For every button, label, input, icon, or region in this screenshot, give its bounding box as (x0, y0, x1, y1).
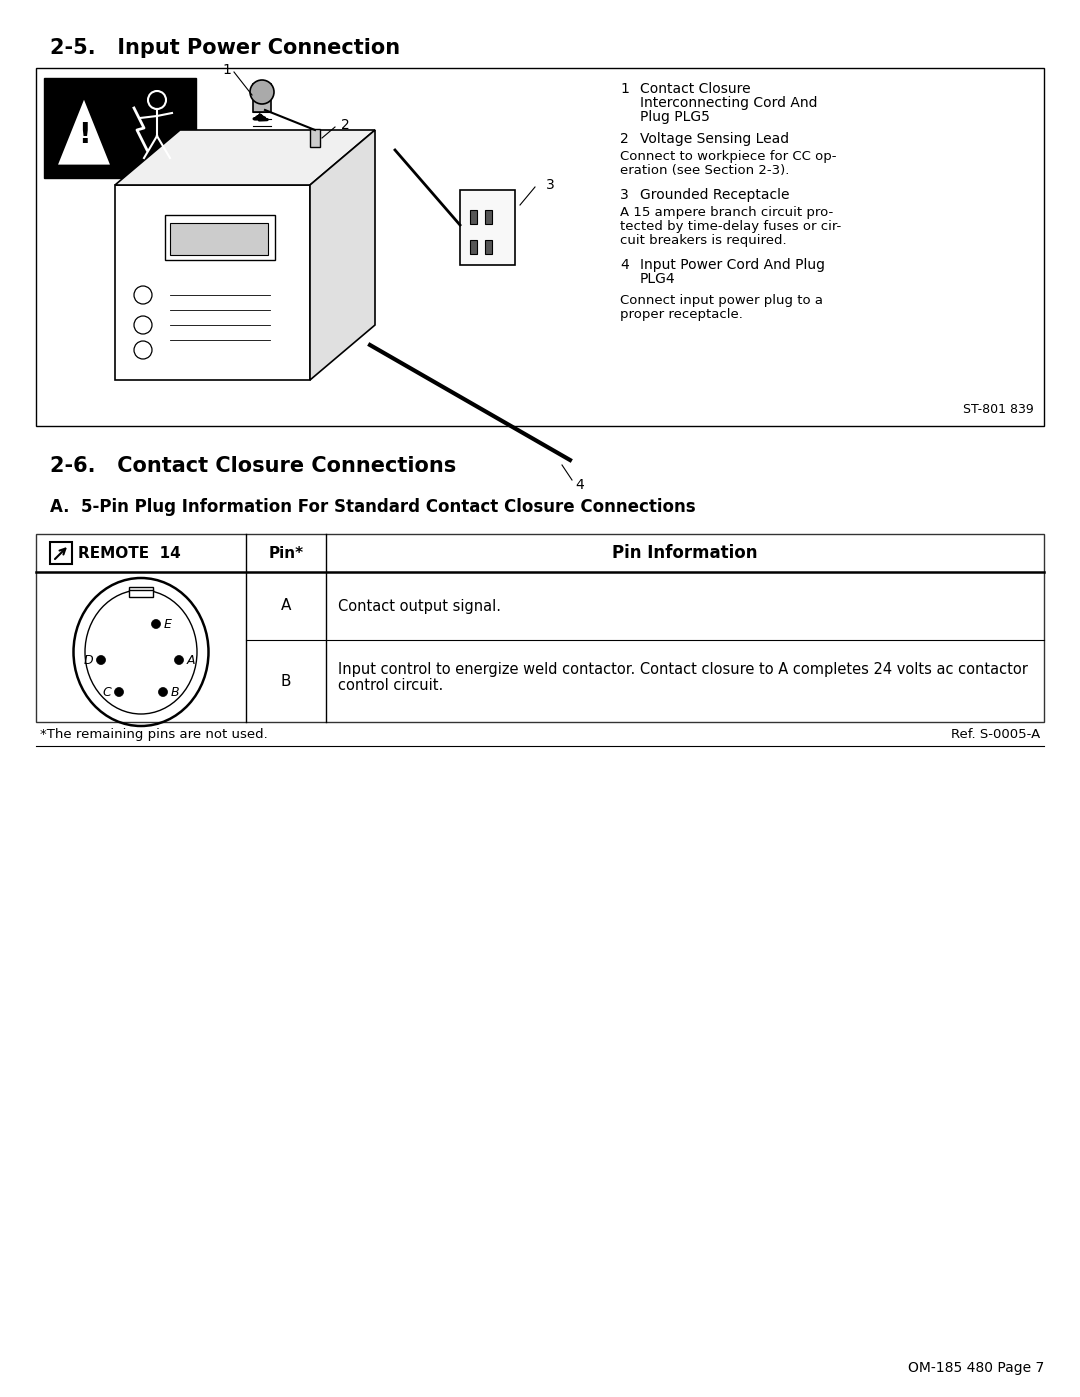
Text: Interconnecting Cord And: Interconnecting Cord And (640, 96, 818, 110)
Text: 3: 3 (620, 189, 629, 203)
Circle shape (175, 655, 184, 665)
Text: B: B (171, 686, 179, 698)
Text: B: B (281, 673, 292, 689)
Text: tected by time-delay fuses or cir-: tected by time-delay fuses or cir- (620, 219, 841, 233)
Bar (485, 240, 492, 254)
Text: A.  5-Pin Plug Information For Standard Contact Closure Connections: A. 5-Pin Plug Information For Standard C… (50, 497, 696, 515)
Text: 2: 2 (620, 131, 629, 147)
Text: 1: 1 (620, 82, 629, 96)
Text: Ref. S-0005-A: Ref. S-0005-A (950, 728, 1040, 740)
Bar (36, 534, 1044, 722)
Circle shape (151, 619, 161, 629)
Text: Contact output signal.: Contact output signal. (338, 598, 501, 613)
Text: proper receptacle.: proper receptacle. (620, 307, 743, 321)
Text: REMOTE  14: REMOTE 14 (78, 545, 180, 560)
Bar (129, 587, 153, 597)
Polygon shape (114, 130, 375, 184)
Circle shape (159, 687, 167, 697)
Circle shape (114, 687, 123, 697)
Text: E: E (164, 617, 172, 630)
Text: Plug PLG5: Plug PLG5 (640, 110, 710, 124)
Text: Connect input power plug to a: Connect input power plug to a (620, 293, 823, 307)
Text: ST-801 839: ST-801 839 (963, 402, 1034, 416)
Text: D: D (83, 654, 93, 666)
Text: Pin*: Pin* (269, 545, 303, 560)
Text: Input control to energize weld contactor. Contact closure to A completes 24 volt: Input control to energize weld contactor… (338, 662, 1028, 678)
Text: !: ! (78, 122, 91, 149)
Text: 4: 4 (620, 258, 629, 272)
Text: 2: 2 (340, 117, 349, 131)
Text: PLG4: PLG4 (640, 272, 676, 286)
Bar (50, 542, 72, 564)
Text: OM-185 480 Page 7: OM-185 480 Page 7 (908, 1361, 1044, 1375)
Text: A: A (187, 654, 195, 666)
Bar (470, 240, 477, 254)
Circle shape (249, 80, 274, 103)
Text: C: C (103, 686, 111, 698)
Circle shape (96, 655, 106, 665)
Bar (485, 210, 492, 224)
Text: Connect to workpiece for CC op-: Connect to workpiece for CC op- (620, 149, 837, 163)
Text: Contact Closure: Contact Closure (640, 82, 751, 96)
Text: 4: 4 (576, 478, 584, 492)
Bar (170, 224, 268, 256)
Text: control circuit.: control circuit. (338, 678, 443, 693)
Bar (470, 210, 477, 224)
Text: 2-5.   Input Power Connection: 2-5. Input Power Connection (50, 38, 400, 59)
Text: 2-6.   Contact Closure Connections: 2-6. Contact Closure Connections (50, 455, 456, 476)
Text: Pin Information: Pin Information (612, 543, 758, 562)
Text: 3: 3 (545, 177, 554, 191)
Text: A 15 ampere branch circuit pro-: A 15 ampere branch circuit pro- (620, 205, 834, 219)
Bar (460, 190, 515, 265)
Text: A: A (281, 598, 292, 613)
Text: Grounded Receptacle: Grounded Receptacle (640, 189, 789, 203)
Text: 1: 1 (222, 63, 231, 77)
Polygon shape (56, 96, 112, 166)
Bar (36, 68, 1044, 426)
Text: *The remaining pins are not used.: *The remaining pins are not used. (40, 728, 268, 740)
Text: eration (see Section 2-3).: eration (see Section 2-3). (620, 163, 789, 177)
Text: Input Power Cord And Plug: Input Power Cord And Plug (640, 258, 825, 272)
Text: cuit breakers is required.: cuit breakers is required. (620, 235, 786, 247)
Bar (253, 84, 271, 112)
Text: Voltage Sensing Lead: Voltage Sensing Lead (640, 131, 789, 147)
Bar (44, 78, 195, 177)
Bar (165, 215, 275, 260)
Polygon shape (310, 130, 375, 380)
Bar (310, 129, 320, 147)
